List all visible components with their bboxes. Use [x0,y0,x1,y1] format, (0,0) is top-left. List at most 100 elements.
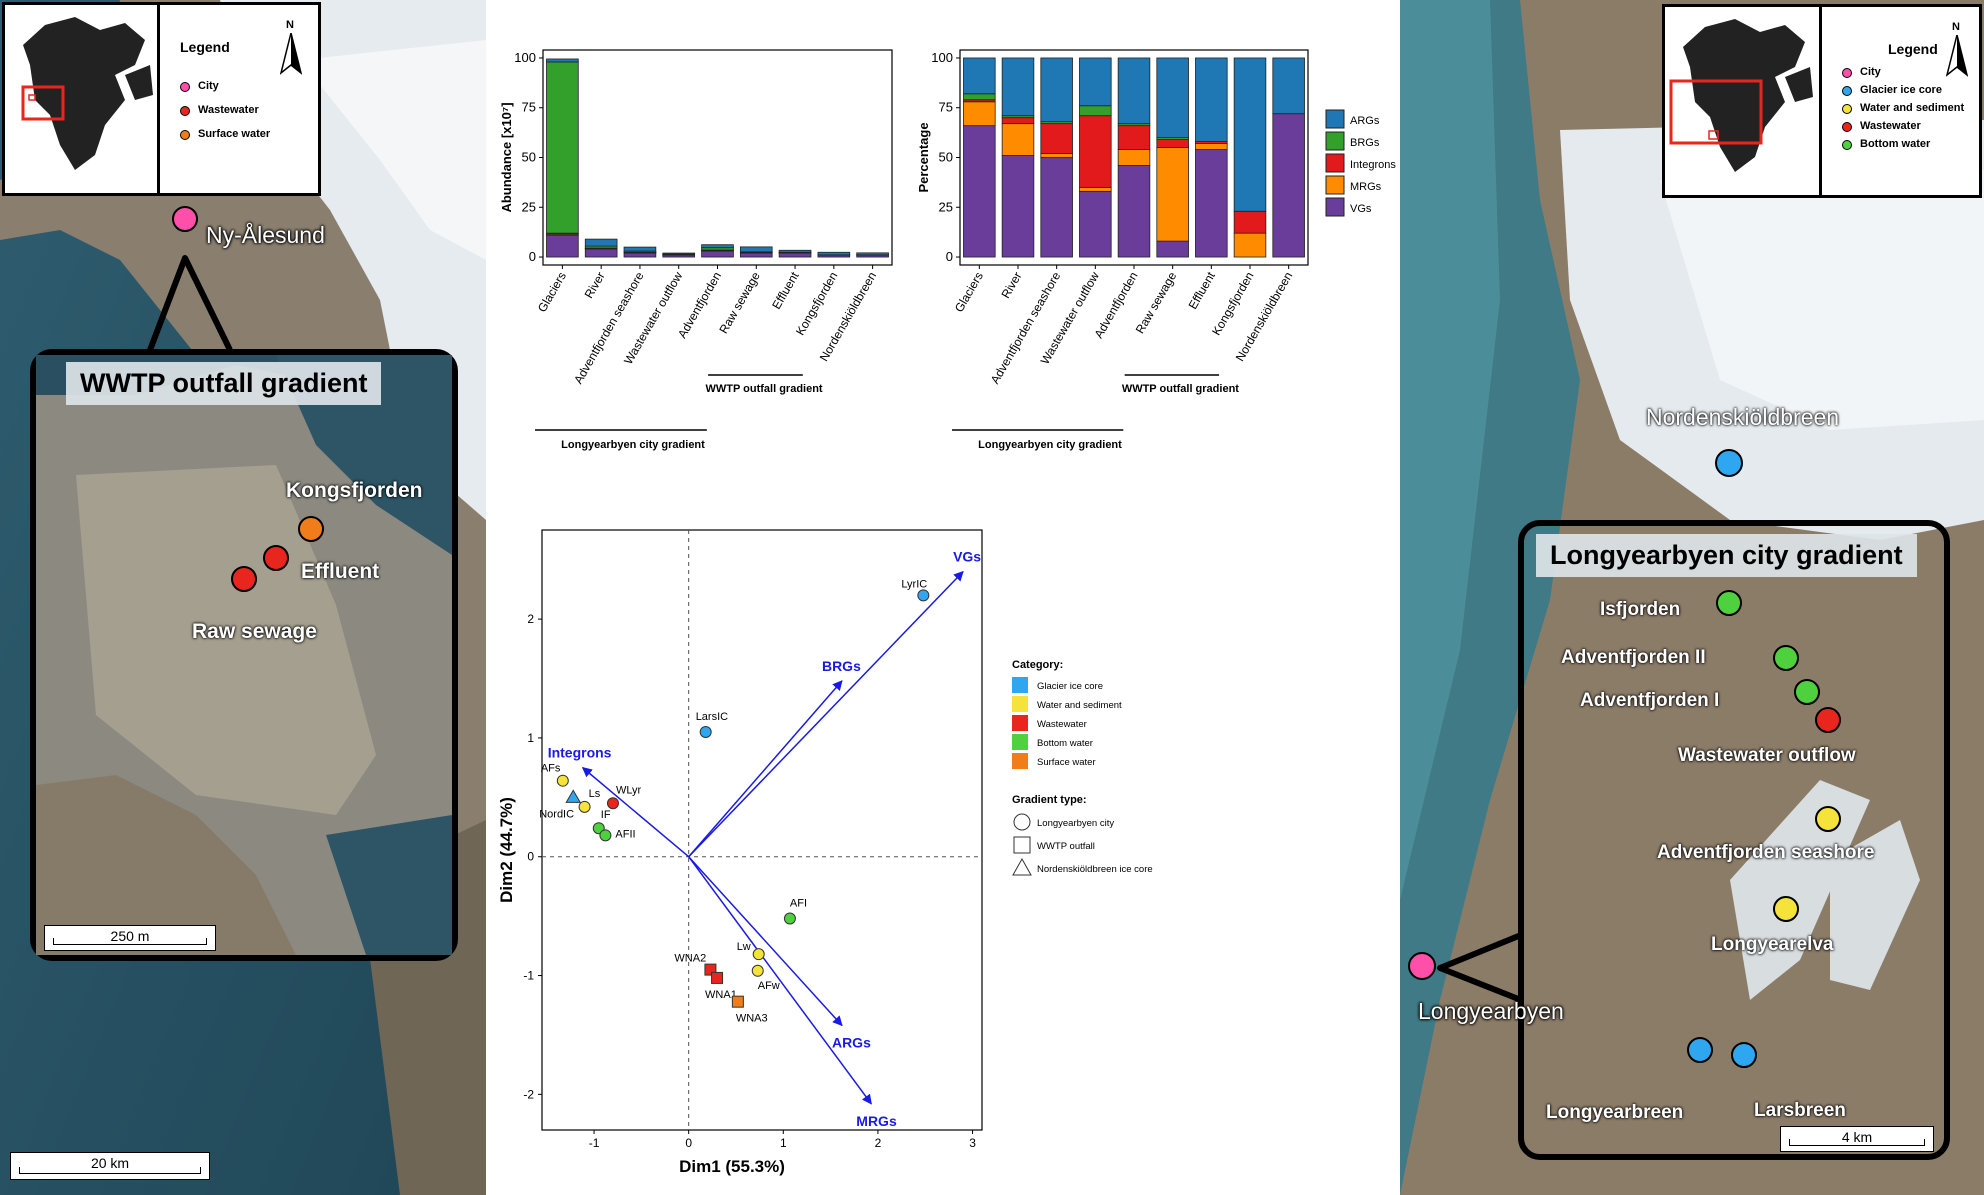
left-legend-box: Legend N City Wastewater Surface water [157,2,321,196]
svalbard-silhouette [21,17,153,170]
point-ls [578,800,591,813]
category-label: Glacier ice core [1037,681,1103,692]
y-tick-label: 0 [529,249,536,264]
bar-segment-integrons [1040,123,1073,154]
vector-arrow-vgs [688,570,964,858]
legend-swatch-vgs [1325,197,1345,217]
bar-segment-args [1195,57,1228,142]
kongsfjorden-site-marker [298,516,324,542]
legend-marker-city [180,82,190,92]
wastewater-outflow-site-marker [1815,707,1841,733]
adventfjorden-ii-label: Adventfjorden II [1561,647,1706,668]
x-tick-label: Glaciers [535,270,569,315]
category-swatch [1012,753,1028,769]
left-callout-pointer [147,255,233,352]
wwtp-aerial-image [36,355,452,955]
right-legend-box: Legend N City Glacier ice core Water and s… [1819,4,1982,198]
point-label-wna1: WNA1 [705,989,737,1001]
isfjorden-site-marker [1716,590,1742,616]
category-label: Surface water [1037,757,1096,768]
bar-segment-vgs [623,252,657,258]
legend-marker-bottom-water [1842,140,1852,150]
legend-label: Glacier ice core [1860,84,1942,96]
legend-title: Legend [180,39,230,55]
bar-segment-args [817,251,851,256]
category-label: Wastewater [1037,719,1087,730]
bar-segment-integrons [1117,125,1151,150]
point-afw [751,964,764,977]
y-tick-label: 1 [527,731,534,745]
larsbreen-label: Larsbreen [1754,1100,1846,1121]
city-gradient-label: Longyearbyen city gradient [978,439,1122,451]
bar-segment-args [701,244,734,249]
legend-label: MRGs [1350,181,1382,193]
y-tick-label: 25 [522,199,536,214]
bar-segment-vgs [584,248,618,258]
gradient-legend-title: Gradient type: [1012,794,1087,806]
bar-segment-mrgs [1233,232,1267,258]
bar-segment-vgs [701,250,734,258]
bar-segment-args [739,246,773,253]
legend-swatch-args [1325,109,1345,129]
longyearbyen-city-marker [1408,952,1436,980]
vector-arrow-brgs [688,680,843,858]
x-tick-label: 0 [685,1136,692,1150]
point-label-wna3: WNA3 [736,1013,768,1025]
scale-bar-4km-label: 4 km [1841,1129,1873,1145]
bar-segment-brgs [1079,105,1112,117]
point-label-wna2: WNA2 [674,953,706,965]
bar-segment-args [1117,57,1151,125]
x-tick-label: 3 [969,1136,976,1150]
svalbard-silhouette [1669,19,1813,172]
y-tick-label: 0 [946,249,953,264]
scale-bar-4km: 4 km [1780,1126,1934,1152]
category-legend-title: Category: [1012,659,1063,671]
x-tick-label: 2 [875,1136,882,1150]
bar-segment-args [584,238,618,247]
bar-segment-args [1001,57,1035,117]
x-tick-label: -1 [589,1136,600,1150]
x-tick-label: River [998,270,1024,301]
legend-marker-wastewater [180,106,190,116]
effluent-site-marker [263,545,289,571]
right-map-panel: Legend N City Glacier ice core Water and s… [1400,0,1984,1195]
nordenskioldbreen-site-marker [1715,449,1743,477]
legend-label: Surface water [198,128,271,140]
bar-segment-vgs [1040,157,1073,258]
bar-segment-args [963,57,996,95]
legend-label: Bottom water [1860,138,1931,150]
scale-bar-20km: 20 km [10,1152,210,1180]
bar-segment-integrons [1001,117,1035,125]
legend-title: Legend [1888,41,1938,57]
bar-segment-args [778,249,812,253]
longyearelva-site-marker [1773,896,1799,922]
point-label-afii: AFII [615,828,635,840]
point-label-ls: Ls [589,788,601,800]
category-swatch [1012,677,1028,693]
legend-marker-wastewater [1842,122,1852,132]
vector-label-vgs: VGs [953,549,981,565]
vector-arrow-integrons [581,766,690,858]
bar-segment-vgs [546,234,579,258]
bar-segment-args [856,252,889,256]
north-label: N [1952,21,1960,33]
bar-segment-vgs [739,252,773,258]
x-tick-label: Adventfjorden seashore [988,269,1064,386]
legend-label: VGs [1350,203,1372,215]
longyearbreen-label: Longyearbreen [1546,1102,1684,1123]
adventfjorden-i-site-marker [1794,679,1820,705]
point-label-if: IF [601,809,611,821]
category-swatch [1012,696,1028,712]
y-axis-title: Percentage [916,122,931,192]
bar-segment-vgs [963,125,996,258]
legend-label: BRGs [1350,137,1380,149]
point-afi [783,912,796,925]
point-afii [599,829,612,842]
plot-frame [542,49,893,266]
left-map-panel: Legend N City Wastewater Surface water Ny-… [0,0,486,1195]
right-satellite-image [1400,0,1984,1195]
gradient-shape-square [1013,836,1031,854]
legend-label: City [1860,66,1881,78]
point-label-lyric: LyrIC [901,578,927,590]
point-label-afw: AFw [758,980,780,992]
